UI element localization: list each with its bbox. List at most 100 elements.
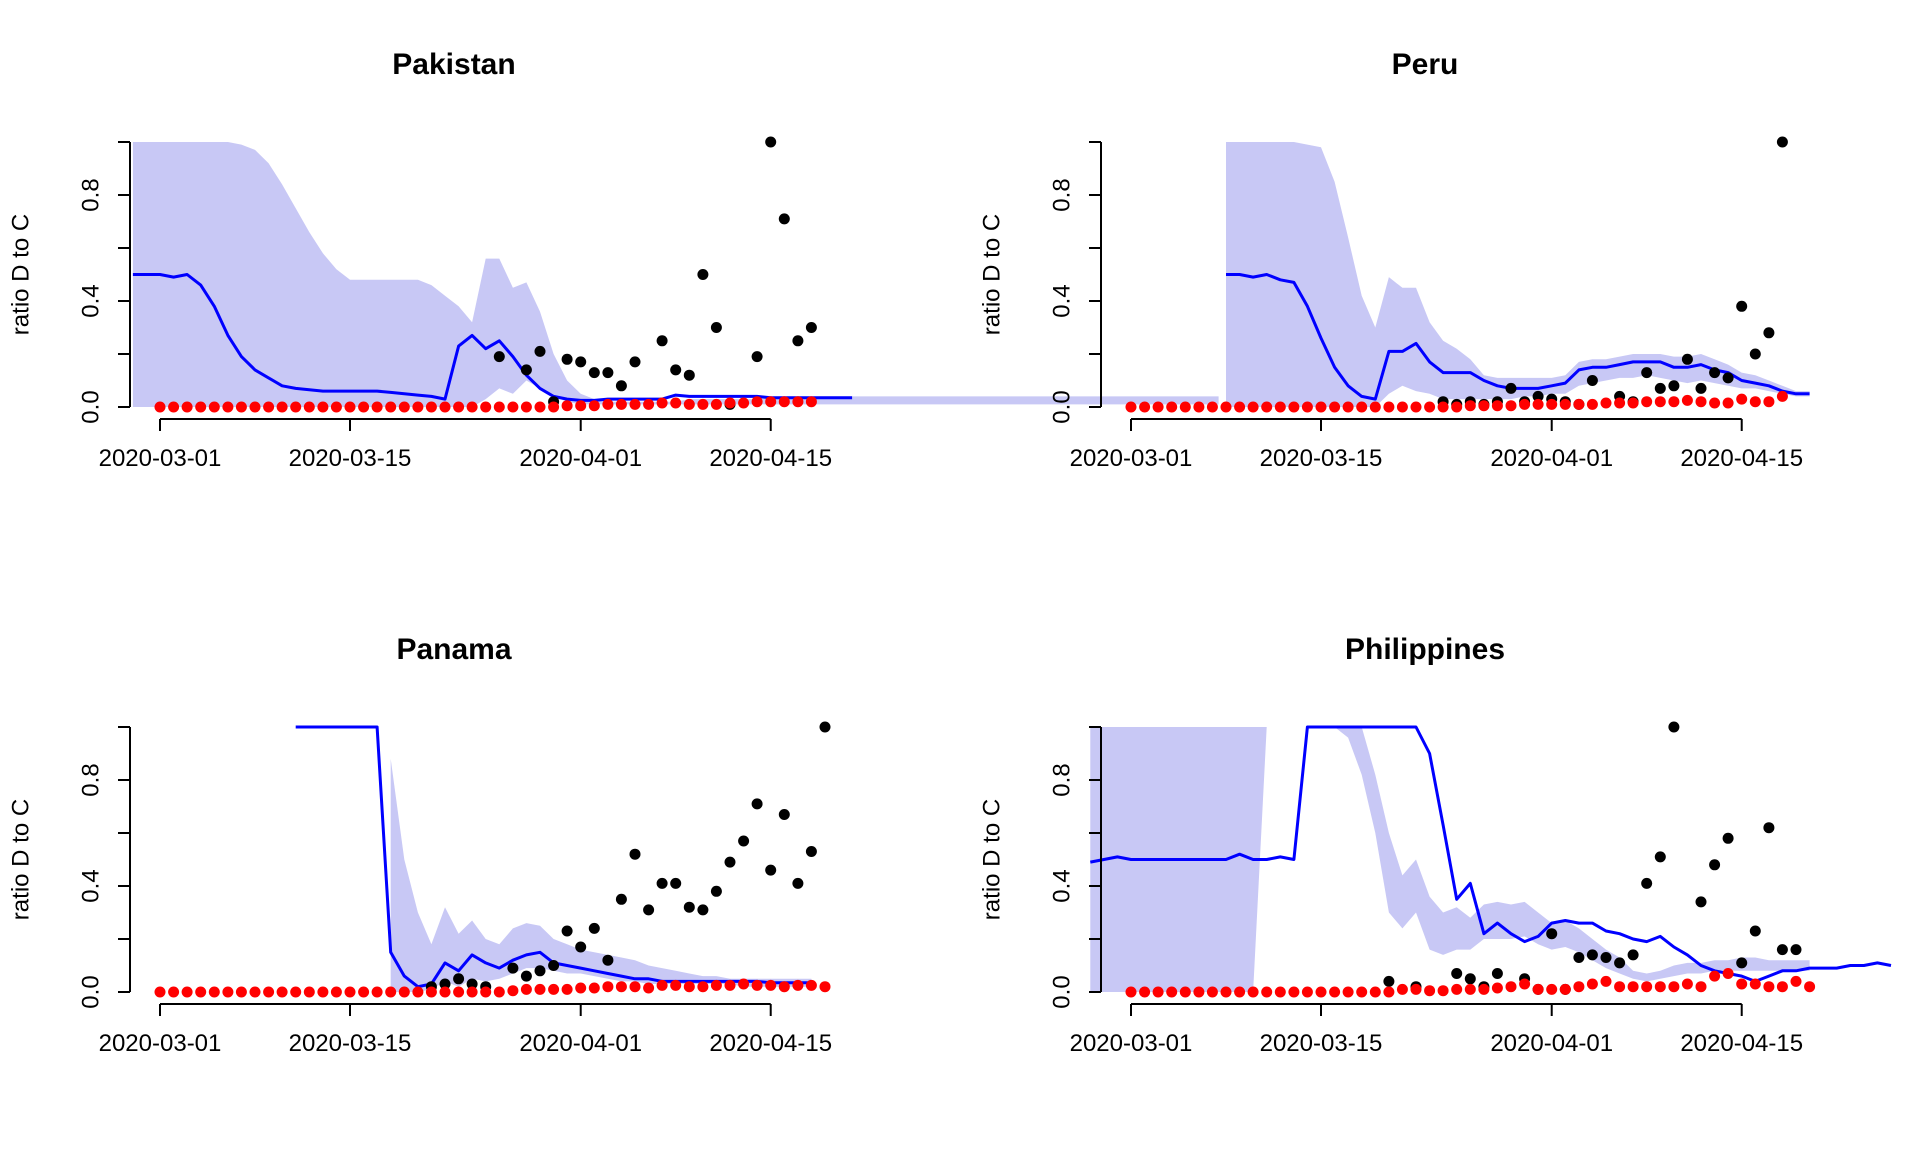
black-point <box>629 848 641 860</box>
red-point <box>1722 397 1734 409</box>
red-point <box>1491 982 1503 994</box>
red-point <box>1546 983 1558 995</box>
black-point <box>1722 372 1734 384</box>
red-point <box>751 979 763 991</box>
red-point <box>263 401 275 413</box>
red-point <box>1668 981 1680 993</box>
chart-title: Philippines <box>1345 633 1505 666</box>
red-point <box>439 986 451 998</box>
red-point <box>805 979 817 991</box>
x-tick-label: 2020-03-01 <box>1070 1030 1193 1057</box>
black-point <box>724 856 736 868</box>
x-tick-label: 2020-04-15 <box>1680 445 1803 472</box>
red-point <box>1247 401 1259 413</box>
red-point <box>1600 975 1612 987</box>
red-point <box>710 979 722 991</box>
x-tick-label: 2020-04-01 <box>519 1030 642 1057</box>
red-point <box>507 401 519 413</box>
black-point <box>629 356 641 368</box>
black-point <box>656 335 668 347</box>
red-point <box>588 982 600 994</box>
red-point <box>1356 986 1368 998</box>
black-point <box>1749 348 1761 360</box>
y-axis-label: ratio D to C <box>7 799 34 920</box>
red-point <box>208 986 220 998</box>
black-point <box>765 136 777 148</box>
red-point <box>1179 986 1191 998</box>
black-point <box>588 922 600 934</box>
red-point <box>1206 986 1218 998</box>
x-tick-label: 2020-03-01 <box>99 445 222 472</box>
black-point <box>1790 944 1802 956</box>
black-point <box>765 864 777 876</box>
red-point <box>195 986 207 998</box>
black-point <box>1776 944 1788 956</box>
red-point <box>1451 401 1463 413</box>
red-point <box>1790 975 1802 987</box>
red-point <box>1478 983 1490 995</box>
red-point <box>1709 397 1721 409</box>
red-point <box>1424 401 1436 413</box>
red-point <box>330 986 342 998</box>
y-axis-label: ratio D to C <box>7 214 34 335</box>
red-point <box>1166 401 1178 413</box>
red-point <box>751 396 763 408</box>
red-point <box>1586 978 1598 990</box>
black-point <box>548 960 560 971</box>
red-point <box>724 397 736 409</box>
red-point <box>168 401 180 413</box>
red-point <box>453 986 465 998</box>
red-point <box>1274 986 1286 998</box>
red-point <box>1383 401 1395 413</box>
black-point <box>1641 877 1653 889</box>
y-tick-label: 0.4 <box>77 284 104 317</box>
y-tick-label: 0.8 <box>1048 763 1075 796</box>
red-point <box>276 401 288 413</box>
red-point <box>1709 970 1721 982</box>
red-point <box>1451 983 1463 995</box>
red-point <box>1505 400 1517 412</box>
red-point <box>425 986 437 998</box>
red-point <box>330 401 342 413</box>
red-point <box>819 981 831 993</box>
black-point <box>1614 957 1626 969</box>
red-point <box>371 401 383 413</box>
red-point <box>385 986 397 998</box>
black-point <box>1736 300 1748 312</box>
red-point <box>602 398 614 410</box>
black-point <box>1654 851 1666 863</box>
red-point <box>1261 401 1273 413</box>
red-point <box>1654 396 1666 408</box>
red-point <box>453 401 465 413</box>
red-point <box>1193 986 1205 998</box>
black-point <box>710 322 722 333</box>
y-tick-label: 0.4 <box>1048 869 1075 902</box>
chart-panel-2: Panama 0.0 0.4 0.8 ratio D to C 2020-03-01 202… <box>7 633 832 1057</box>
red-point <box>1125 986 1137 998</box>
black-point <box>575 356 587 368</box>
black-point <box>792 335 804 347</box>
red-point <box>1288 986 1300 998</box>
red-point <box>724 979 736 991</box>
red-point <box>548 983 560 995</box>
y-tick-label: 0.8 <box>1048 178 1075 211</box>
red-point <box>439 401 451 413</box>
red-point <box>1139 401 1151 413</box>
red-point <box>1641 396 1653 408</box>
black-point <box>453 973 465 985</box>
red-point <box>520 401 532 413</box>
chart-title: Peru <box>1392 48 1459 81</box>
red-point <box>670 397 682 409</box>
black-point <box>439 978 451 990</box>
red-point <box>615 981 627 993</box>
red-point <box>1736 393 1748 405</box>
black-point <box>1586 375 1598 386</box>
red-point <box>588 400 600 412</box>
red-point <box>1234 986 1246 998</box>
red-point <box>1424 985 1436 997</box>
black-point <box>683 369 695 381</box>
red-point <box>480 401 492 413</box>
black-point <box>1464 973 1476 985</box>
black-point <box>697 269 709 280</box>
